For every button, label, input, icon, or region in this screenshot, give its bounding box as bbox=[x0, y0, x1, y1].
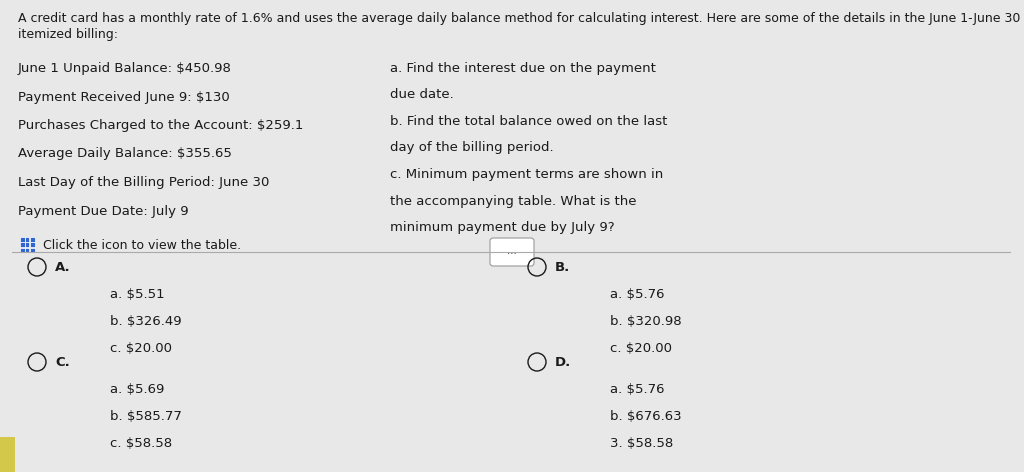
Text: c. $58.58: c. $58.58 bbox=[110, 437, 172, 450]
Text: Payment Due Date: July 9: Payment Due Date: July 9 bbox=[18, 204, 188, 218]
Bar bbox=[20, 243, 25, 247]
Bar bbox=[25, 247, 30, 252]
Text: a. $5.51: a. $5.51 bbox=[110, 288, 165, 301]
Text: C.: C. bbox=[55, 356, 70, 369]
Text: a. $5.76: a. $5.76 bbox=[610, 288, 665, 301]
Bar bbox=[30, 247, 35, 252]
Text: day of the billing period.: day of the billing period. bbox=[390, 142, 554, 154]
Text: c. $20.00: c. $20.00 bbox=[610, 342, 672, 355]
Text: A.: A. bbox=[55, 261, 71, 274]
Text: Average Daily Balance: $355.65: Average Daily Balance: $355.65 bbox=[18, 147, 231, 160]
Bar bbox=[25, 243, 30, 247]
Text: a. $5.69: a. $5.69 bbox=[110, 383, 165, 396]
Text: Last Day of the Billing Period: June 30: Last Day of the Billing Period: June 30 bbox=[18, 176, 269, 189]
Bar bbox=[20, 237, 25, 242]
Text: itemized billing:: itemized billing: bbox=[18, 28, 118, 41]
Text: b. $320.98: b. $320.98 bbox=[610, 315, 682, 328]
FancyBboxPatch shape bbox=[490, 238, 534, 266]
Text: b. $585.77: b. $585.77 bbox=[110, 410, 182, 423]
Bar bbox=[30, 243, 35, 247]
Text: minimum payment due by July 9?: minimum payment due by July 9? bbox=[390, 221, 614, 234]
Text: 3. $58.58: 3. $58.58 bbox=[610, 437, 673, 450]
Bar bbox=[0, 437, 15, 472]
Text: …: … bbox=[507, 246, 517, 256]
Text: D.: D. bbox=[555, 356, 571, 369]
Text: Payment Received June 9: $130: Payment Received June 9: $130 bbox=[18, 91, 229, 103]
Text: a. Find the interest due on the payment: a. Find the interest due on the payment bbox=[390, 62, 656, 75]
Bar bbox=[30, 237, 35, 242]
Text: the accompanying table. What is the: the accompanying table. What is the bbox=[390, 194, 637, 208]
Text: a. $5.76: a. $5.76 bbox=[610, 383, 665, 396]
Text: b. $326.49: b. $326.49 bbox=[110, 315, 181, 328]
Text: due date.: due date. bbox=[390, 89, 454, 101]
Bar bbox=[25, 237, 30, 242]
Text: A credit card has a monthly rate of 1.6% and uses the average daily balance meth: A credit card has a monthly rate of 1.6%… bbox=[18, 12, 1020, 25]
Text: c. $20.00: c. $20.00 bbox=[110, 342, 172, 355]
Text: Purchases Charged to the Account: $259.1: Purchases Charged to the Account: $259.1 bbox=[18, 119, 303, 132]
Text: b. Find the total balance owed on the last: b. Find the total balance owed on the la… bbox=[390, 115, 668, 128]
Text: B.: B. bbox=[555, 261, 570, 274]
Text: Click the icon to view the table.: Click the icon to view the table. bbox=[43, 239, 241, 252]
Text: b. $676.63: b. $676.63 bbox=[610, 410, 682, 423]
Text: June 1 Unpaid Balance: $450.98: June 1 Unpaid Balance: $450.98 bbox=[18, 62, 231, 75]
Bar bbox=[20, 247, 25, 252]
Text: c. Minimum payment terms are shown in: c. Minimum payment terms are shown in bbox=[390, 168, 664, 181]
